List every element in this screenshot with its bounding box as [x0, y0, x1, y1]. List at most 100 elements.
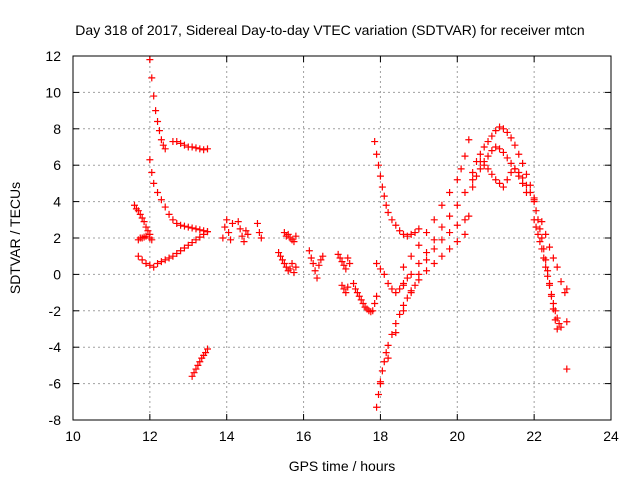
- data-point: [165, 254, 173, 262]
- data-point: [538, 234, 546, 242]
- data-point: [496, 145, 504, 153]
- x-tick-label: 12: [142, 428, 158, 444]
- data-point: [549, 300, 557, 308]
- data-point: [134, 252, 142, 260]
- data-point: [496, 179, 504, 187]
- data-point: [503, 154, 511, 162]
- data-point: [384, 209, 392, 217]
- data-point: [411, 229, 419, 237]
- data-point: [190, 369, 198, 377]
- data-point: [546, 281, 554, 289]
- data-point: [499, 183, 507, 191]
- data-point: [532, 207, 540, 215]
- y-tick-label: -6: [49, 376, 62, 392]
- data-point: [228, 219, 236, 227]
- data-point: [480, 143, 488, 151]
- data-point: [551, 307, 559, 315]
- data-point: [202, 349, 210, 357]
- data-point: [392, 329, 400, 337]
- data-point: [396, 227, 404, 235]
- data-point: [384, 280, 392, 287]
- data-point: [415, 259, 423, 267]
- data-point: [282, 263, 290, 271]
- data-point: [542, 230, 550, 238]
- data-point: [557, 278, 565, 286]
- data-point: [399, 307, 407, 315]
- y-tick-label: 2: [53, 230, 61, 246]
- data-point: [538, 245, 546, 253]
- data-point: [146, 156, 154, 164]
- data-point: [138, 256, 146, 264]
- data-point: [392, 289, 400, 297]
- data-point: [359, 300, 367, 308]
- data-point: [423, 229, 431, 237]
- data-point: [430, 216, 438, 224]
- data-point: [378, 367, 386, 375]
- data-point: [253, 219, 261, 227]
- data-point: [465, 212, 473, 220]
- data-point: [553, 263, 561, 271]
- data-point: [549, 254, 557, 262]
- data-point: [142, 232, 150, 240]
- data-point: [526, 189, 534, 196]
- series-high-18h: [371, 138, 423, 240]
- y-tick-label: 4: [53, 194, 61, 210]
- data-point: [484, 165, 492, 173]
- data-point: [155, 127, 163, 135]
- data-point: [154, 118, 162, 126]
- series-fall-12h: [146, 156, 211, 236]
- data-point: [192, 225, 200, 233]
- data-point: [280, 259, 288, 267]
- chart-title: Day 318 of 2017, Sidereal Day-to-day VTE…: [75, 22, 584, 38]
- data-point: [255, 229, 263, 237]
- data-point: [154, 259, 162, 267]
- data-point: [492, 176, 500, 184]
- data-point: [553, 325, 561, 333]
- data-point: [315, 261, 323, 269]
- data-point: [522, 181, 530, 189]
- data-point: [357, 296, 365, 304]
- data-point: [157, 258, 165, 266]
- data-point: [188, 372, 196, 380]
- data-point: [161, 145, 169, 153]
- data-point: [378, 183, 386, 191]
- data-point: [399, 281, 407, 289]
- data-point: [407, 270, 415, 278]
- data-point: [407, 252, 415, 260]
- data-point: [292, 263, 300, 271]
- data-point: [136, 210, 144, 218]
- data-point: [488, 170, 496, 178]
- series-plateau-13h: [134, 232, 156, 244]
- y-tick-label: 10: [45, 84, 61, 100]
- data-point: [499, 125, 507, 133]
- data-point: [461, 152, 469, 160]
- data-point: [244, 230, 252, 238]
- data-point: [411, 281, 419, 289]
- data-point: [353, 289, 361, 297]
- data-point: [194, 361, 202, 369]
- data-point: [338, 258, 346, 266]
- data-point: [403, 294, 411, 302]
- data-point: [480, 161, 488, 169]
- data-point: [399, 263, 407, 271]
- data-point: [173, 219, 181, 227]
- data-point: [161, 256, 169, 264]
- data-point: [376, 380, 384, 388]
- data-point: [488, 132, 496, 140]
- data-point: [507, 168, 515, 176]
- data-point: [234, 218, 242, 226]
- data-point: [142, 259, 150, 267]
- data-point: [204, 345, 211, 353]
- data-point: [204, 228, 211, 236]
- data-point: [415, 225, 423, 233]
- data-point: [169, 216, 177, 224]
- data-point: [563, 285, 571, 293]
- data-point: [507, 134, 515, 142]
- data-point: [196, 233, 204, 241]
- data-point: [538, 218, 546, 226]
- data-point: [180, 244, 188, 252]
- series-peak-21h: [469, 123, 538, 202]
- data-point: [313, 274, 321, 282]
- data-point: [446, 229, 454, 237]
- data-point: [188, 239, 196, 247]
